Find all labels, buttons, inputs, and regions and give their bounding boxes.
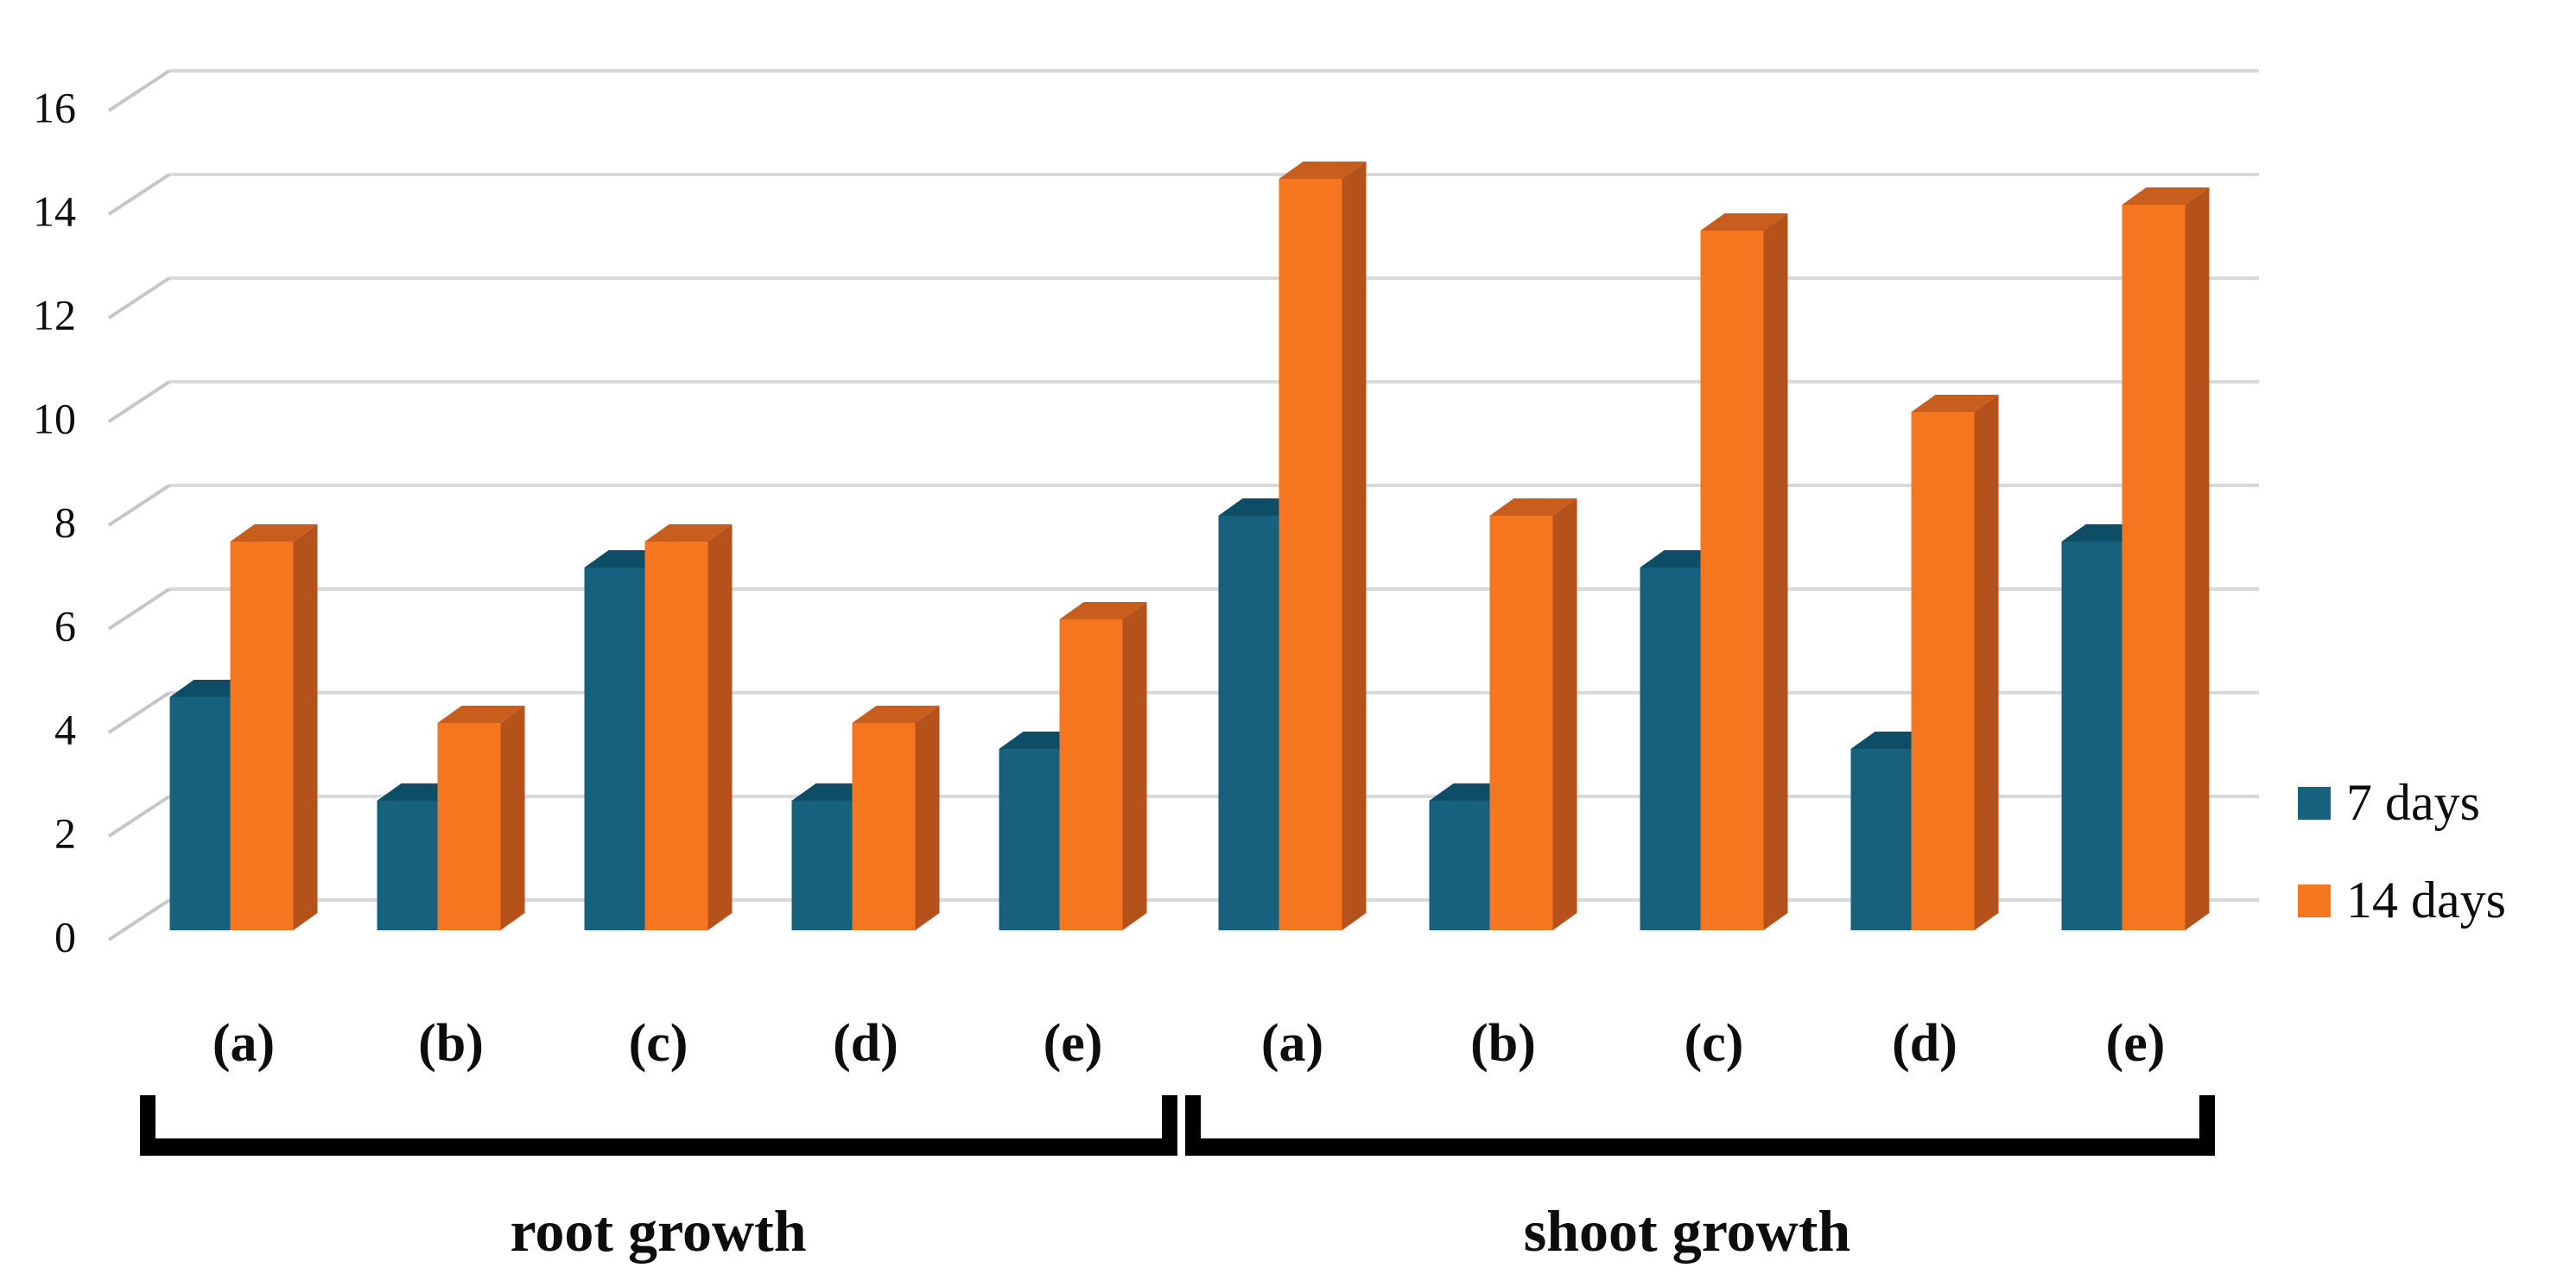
bar-root-b-14-days [437, 706, 525, 930]
x-category-label-root-b: (b) [418, 1014, 484, 1073]
bar-shoot-a-14-days [1278, 162, 1367, 930]
x-category-label-root-a: (a) [213, 1014, 275, 1073]
y-axis-label-2: 2 [54, 808, 76, 857]
axis-tick-y-14 [107, 173, 171, 216]
x-category-label-shoot-e: (e) [2106, 1014, 2166, 1073]
group-label-shoot: shoot growth [1524, 1198, 1850, 1264]
y-axis-label-6: 6 [54, 601, 76, 650]
chart-legend: 7 days 14 days [2298, 776, 2506, 928]
axis-tick-y-2 [107, 795, 171, 838]
bar-root-c-14-days [644, 524, 733, 930]
y-axis-label-14: 14 [33, 187, 76, 235]
y-axis-label-8: 8 [54, 498, 76, 546]
group-label-root: root growth [510, 1198, 806, 1264]
legend-swatch-7-days [2298, 786, 2331, 820]
x-category-label-shoot-b: (b) [1470, 1014, 1536, 1073]
bar-root-d-14-days [852, 706, 940, 930]
legend-swatch-14-days [2298, 884, 2331, 917]
legend-item-7-days: 7 days [2298, 776, 2506, 830]
axis-tick-y-0 [107, 898, 171, 941]
x-category-label-root-c: (c) [629, 1014, 688, 1073]
x-category-label-shoot-c: (c) [1685, 1014, 1744, 1073]
bar-root-a-14-days [230, 524, 318, 930]
bar-root-e-14-days [1059, 602, 1147, 930]
y-axis-label-0: 0 [54, 912, 76, 960]
y-axis-label-10: 10 [33, 394, 76, 442]
axis-tick-y-16 [107, 69, 171, 112]
bar-shoot-b-14-days [1489, 498, 1577, 930]
axis-tick-y-6 [107, 587, 171, 631]
x-category-label-shoot-d: (d) [1892, 1014, 1957, 1073]
y-axis-label-4: 4 [54, 705, 76, 753]
bar-shoot-e-14-days [2122, 187, 2210, 930]
x-category-label-root-d: (d) [833, 1014, 898, 1073]
x-category-label-shoot-a: (a) [1261, 1014, 1323, 1073]
root-growth-bracket [140, 1095, 1177, 1156]
axis-tick-y-4 [107, 691, 171, 734]
axis-tick-y-10 [107, 380, 171, 423]
axis-tick-y-8 [107, 484, 171, 527]
legend-item-14-days: 14 days [2298, 873, 2506, 928]
x-category-label-root-e: (e) [1044, 1014, 1103, 1073]
y-axis-label-16: 16 [33, 83, 76, 131]
bar-shoot-d-14-days [1911, 395, 1999, 930]
legend-label-7-days: 7 days [2346, 774, 2480, 831]
shoot-growth-bracket [1185, 1095, 2215, 1156]
axis-tick-y-12 [107, 276, 171, 320]
y-axis-label-12: 12 [33, 290, 76, 339]
legend-label-14-days: 14 days [2346, 872, 2506, 929]
bar-shoot-c-14-days [1700, 213, 1788, 930]
